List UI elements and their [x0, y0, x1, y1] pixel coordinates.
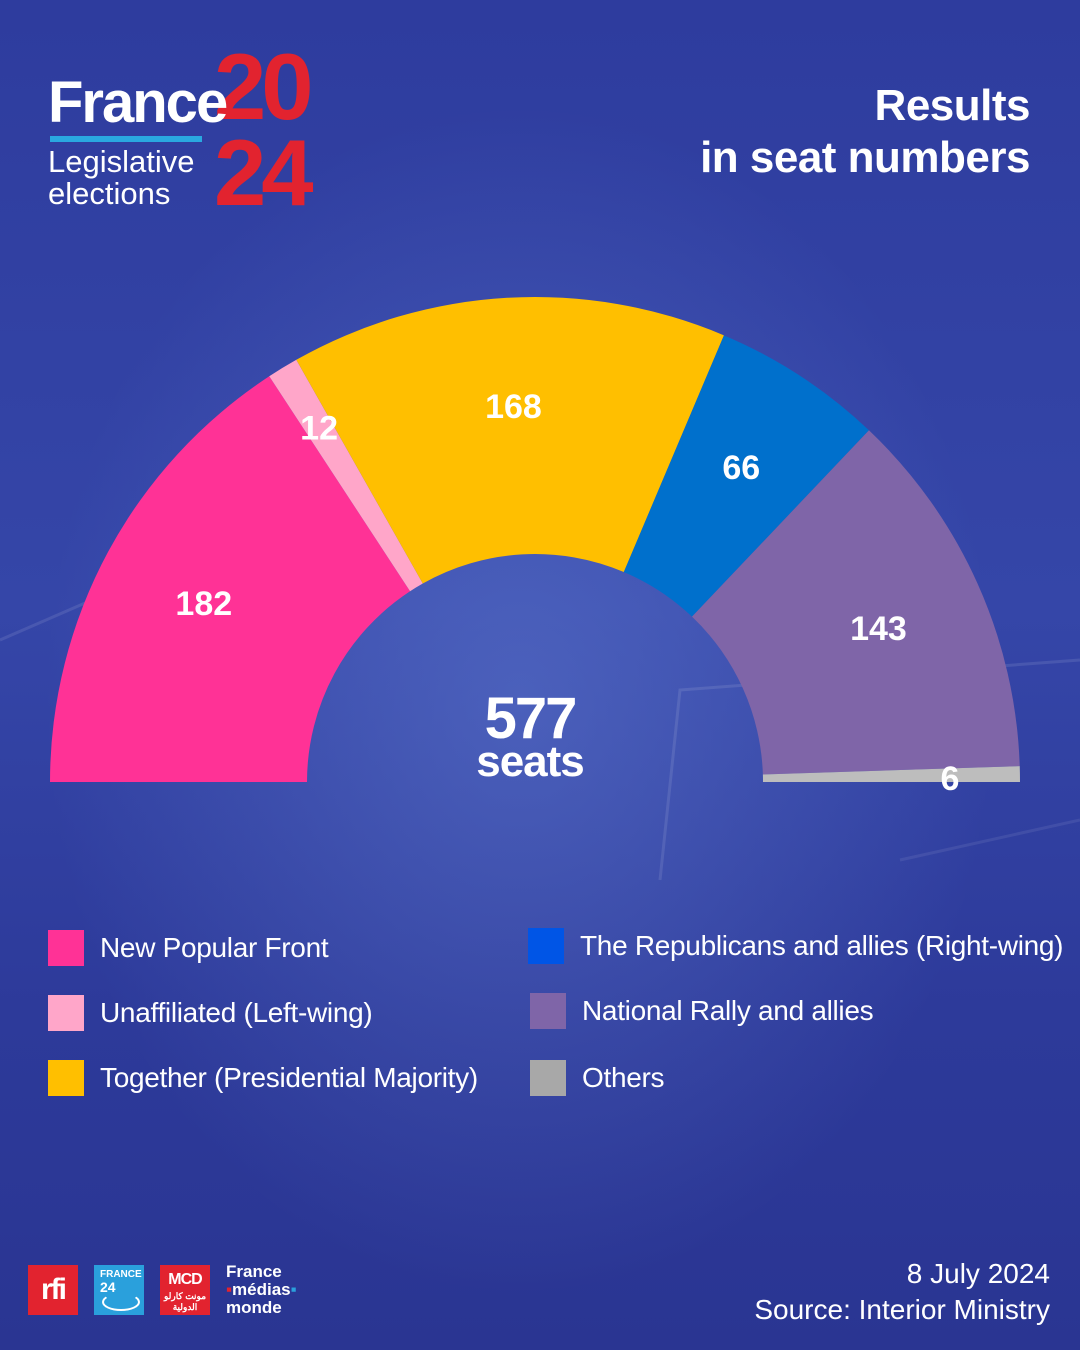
segment-value-label: 168: [485, 388, 542, 426]
legend-item: Together (Presidential Majority): [48, 1060, 478, 1096]
total-seats-unit: seats: [476, 737, 584, 786]
legend-label: Unaffiliated (Left-wing): [100, 997, 373, 1028]
france24-logo-text: FRANCE: [100, 1269, 142, 1280]
legend-label: The Republicans and allies (Right-wing): [580, 930, 1064, 961]
legend-label: Others: [582, 1062, 665, 1093]
segment-value-label: 12: [300, 410, 338, 448]
france24-logo-number: 24: [100, 1279, 116, 1295]
page-title: Results in seat numbers: [700, 80, 1030, 184]
source-text: Source: Interior Ministry: [754, 1294, 1050, 1325]
france-medias-monde-logo: France ▪médias▪ monde: [226, 1262, 297, 1317]
legend-item: Unaffiliated (Left-wing): [48, 995, 373, 1031]
legend-swatch: [48, 1060, 84, 1096]
segment-new-popular-front: [50, 376, 411, 782]
france24-wave-icon: [102, 1293, 140, 1311]
france24-elections-logo: 20 24 France Legislative elections: [48, 40, 378, 230]
mcd-logo-arabic: مونت كارلو الدولية: [163, 1291, 207, 1312]
legend-item: National Rally and allies: [530, 993, 874, 1029]
legend-swatch: [530, 1060, 566, 1096]
footer-logos: rfi FRANCE 24 MCD مونت كارلو الدولية Fra…: [28, 1262, 297, 1318]
legend-swatch: [48, 995, 84, 1031]
legend-item: The Republicans and allies (Right-wing): [528, 928, 1064, 964]
chart-segments: [50, 297, 1020, 782]
mcd-logo-text: MCD: [168, 1271, 202, 1288]
logo-subtitle-line1: Legislative: [48, 144, 195, 179]
logo-underline: [50, 136, 202, 142]
segment-unaffiliated-left-wing: [269, 359, 423, 592]
legend-swatch: [528, 928, 564, 964]
legend-label: Together (Presidential Majority): [100, 1062, 478, 1093]
logo-brand: France: [48, 70, 228, 135]
logo-year-top: 20: [214, 34, 314, 139]
logo-subtitle: Legislative elections: [48, 146, 194, 210]
legend-swatch: [530, 993, 566, 1029]
segment-value-label: 182: [175, 585, 232, 623]
segment-value-label: 66: [722, 449, 760, 487]
footer-info: 8 July 2024 Source: Interior Ministry: [754, 1256, 1050, 1328]
title-line2: in seat numbers: [700, 133, 1030, 182]
fmm-line1: France: [226, 1262, 282, 1281]
fmm-line2: médias: [232, 1280, 291, 1299]
segment-others: [762, 766, 1020, 782]
legend-label: New Popular Front: [100, 932, 329, 963]
segment-value-label: 143: [850, 610, 907, 648]
rfi-logo: rfi: [28, 1265, 78, 1315]
legend-swatch: [48, 930, 84, 966]
total-seats-value: 577: [485, 686, 576, 751]
legend-item: Others: [530, 1060, 665, 1096]
title-line1: Results: [874, 81, 1031, 130]
fmm-line3: monde: [226, 1298, 282, 1317]
logo-subtitle-line2: elections: [48, 176, 171, 211]
logo-year-bottom: 24: [214, 120, 314, 225]
segment-together-presidential-majority: [296, 297, 724, 584]
date-text: 8 July 2024: [906, 1258, 1050, 1289]
segment-national-rally-and-allies: [691, 430, 1020, 775]
logo-year: 20 24: [214, 34, 314, 225]
segment-value-label: 6: [940, 760, 959, 798]
segment-the-republicans-and-allies-right-wing: [623, 335, 869, 617]
legend-label: National Rally and allies: [582, 995, 874, 1026]
chart-labels: 182 12 168 66 143 6: [175, 388, 959, 798]
mcd-logo: MCD مونت كارلو الدولية: [160, 1265, 210, 1315]
france24-logo: FRANCE 24: [94, 1265, 144, 1315]
legend-item: New Popular Front: [48, 930, 329, 966]
